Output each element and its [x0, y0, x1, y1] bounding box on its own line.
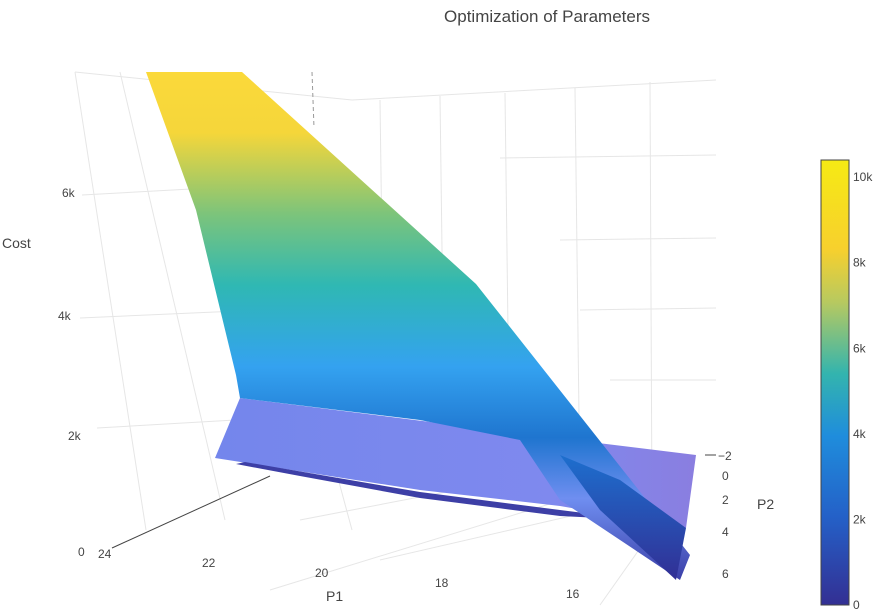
y-tick-label: −2 — [718, 449, 732, 463]
y-tick-label: 4 — [722, 525, 729, 539]
colorbar-tick-label: 0 — [853, 598, 860, 612]
colorbar-gradient — [820, 159, 850, 606]
y-tick-label: 6 — [722, 567, 729, 581]
colorbar-tick-label: 6k — [853, 341, 867, 355]
axes — [111, 454, 716, 549]
surface-tip — [560, 455, 686, 580]
x-tick-label: 20 — [315, 566, 329, 580]
colorbar-tick-label: 4k — [853, 427, 867, 441]
y-tick-label: 2 — [722, 493, 729, 507]
x-tick-label: 16 — [566, 587, 580, 601]
z-tick-label: 6k — [62, 186, 76, 200]
x-axis-title: P1 — [326, 588, 343, 604]
colorbar: 0 2k 4k 6k 8k 10k — [820, 159, 873, 612]
surface-main — [146, 72, 690, 580]
x-tick-label: 22 — [202, 556, 216, 570]
colorbar-tick-label: 8k — [853, 256, 867, 270]
z-axis: Cost 6k 4k 2k 0 — [2, 186, 85, 559]
z-axis-title: Cost — [2, 235, 31, 251]
x-axis: 24 22 20 18 16 P1 — [98, 547, 580, 604]
x-tick-label: 24 — [98, 547, 112, 561]
chart-title: Optimization of Parameters — [444, 7, 650, 26]
surface-floor-shadow — [236, 462, 640, 520]
z-tick-label: 0 — [78, 545, 85, 559]
y-axis: −2 0 2 4 6 P2 — [718, 449, 774, 581]
colorbar-tick-label: 2k — [853, 512, 867, 526]
z-tick-label: 2k — [68, 429, 82, 443]
y-axis-title: P2 — [757, 496, 774, 512]
y-tick-label: 0 — [722, 469, 729, 483]
z-tick-label: 4k — [58, 309, 72, 323]
colorbar-tick-label: 10k — [853, 170, 873, 184]
surface — [146, 72, 696, 580]
x-tick-label: 18 — [435, 576, 449, 590]
